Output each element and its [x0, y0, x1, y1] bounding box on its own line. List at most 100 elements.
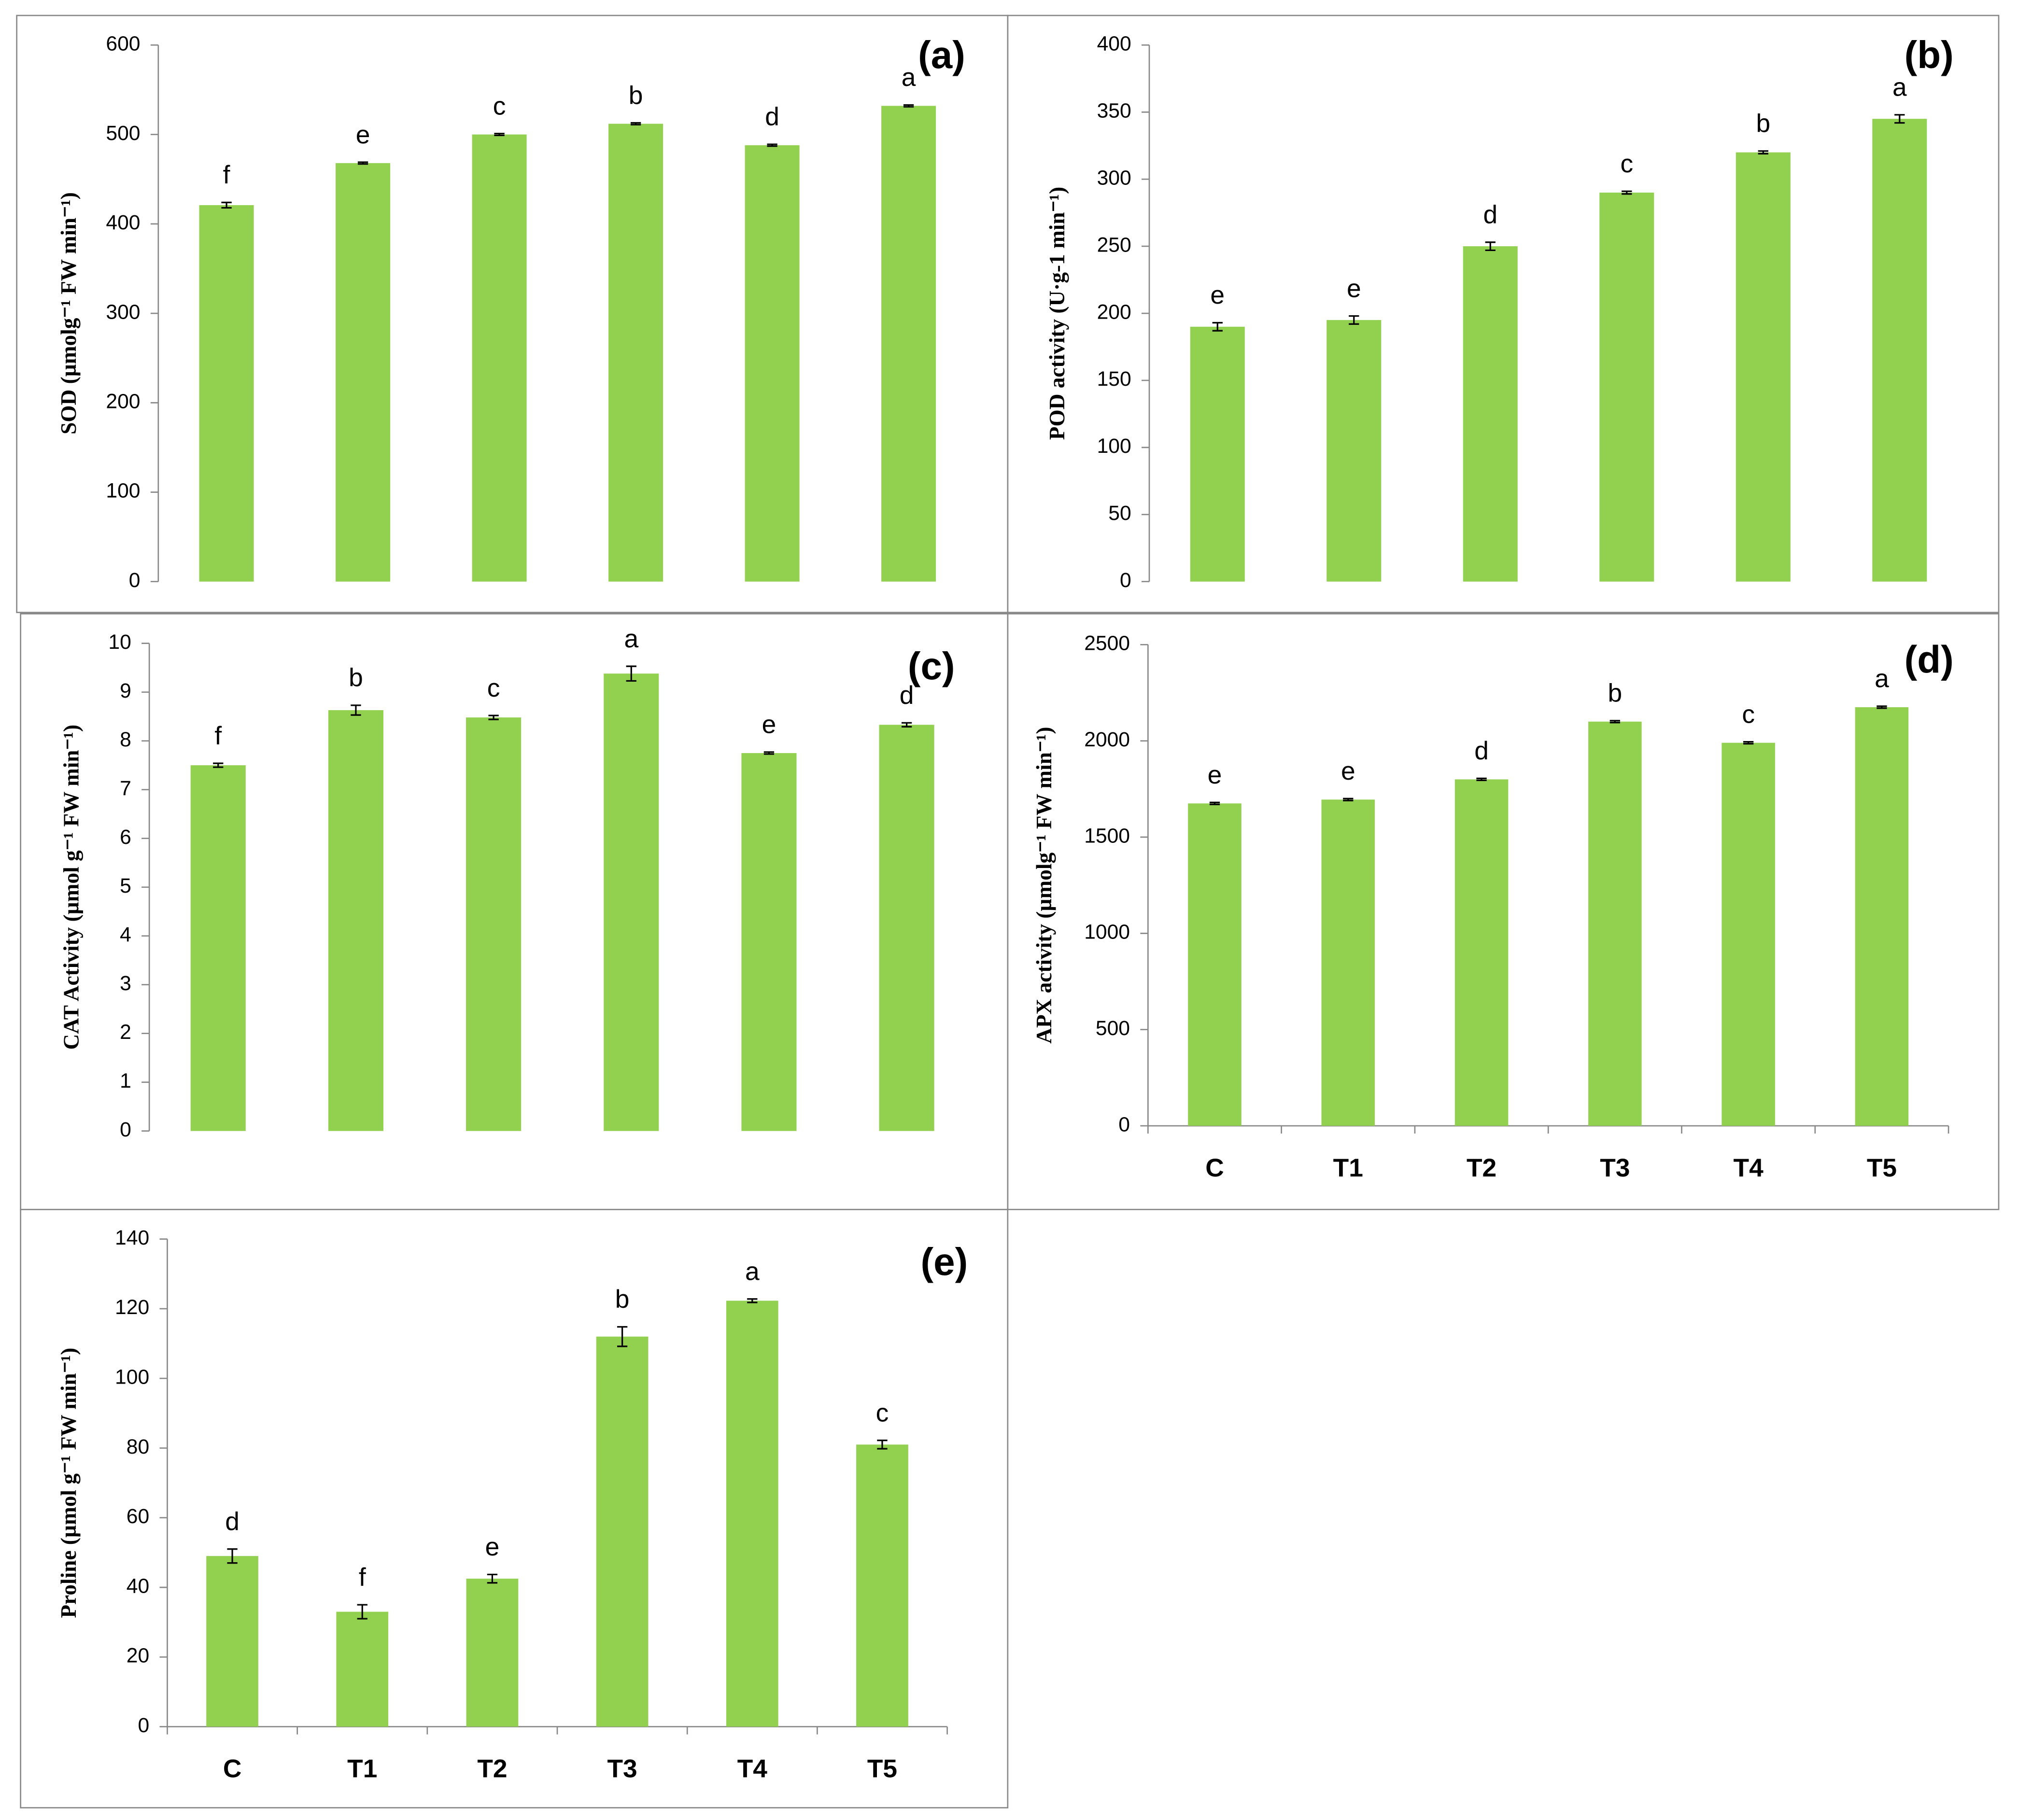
y-tick-label: 0 — [1120, 569, 1131, 592]
error-bar — [488, 714, 499, 720]
error-bar — [1485, 241, 1496, 252]
bar — [1588, 721, 1642, 1126]
y-tick-label: 7 — [120, 777, 131, 800]
y-tick-label: 500 — [106, 122, 140, 145]
significance-letter: a — [1892, 73, 1907, 102]
y-tick-label: 8 — [120, 728, 131, 751]
bar — [856, 1444, 908, 1727]
significance-letter: d — [1474, 737, 1489, 765]
y-tick-label: 350 — [1097, 99, 1131, 123]
significance-letter: a — [624, 625, 638, 653]
y-tick-label: 5 — [120, 874, 131, 897]
y-tick-label: 0 — [120, 1118, 131, 1141]
bar — [1190, 326, 1245, 582]
bar — [745, 145, 800, 582]
bar — [336, 163, 391, 582]
error-bar — [630, 122, 641, 126]
significance-letter: c — [1620, 150, 1633, 178]
bar — [596, 1336, 649, 1727]
bar — [199, 205, 254, 582]
error-bar — [1349, 315, 1359, 325]
y-tick-label: 400 — [1097, 32, 1131, 56]
y-tick-label: 40 — [127, 1574, 149, 1597]
panel-label: (e) — [921, 1240, 968, 1283]
error-bar — [1476, 777, 1487, 781]
bar — [1872, 119, 1927, 582]
bar — [1855, 707, 1909, 1126]
bar — [1722, 742, 1775, 1126]
error-bar — [1743, 741, 1754, 745]
y-tick-label: 4 — [120, 923, 131, 946]
bar — [1321, 799, 1375, 1126]
error-bar — [1609, 720, 1621, 724]
error-bar — [213, 762, 224, 768]
y-axis-label: POD activity (U·g-1 min⁻¹) — [1045, 187, 1069, 440]
panel-label: (a) — [918, 33, 965, 76]
bar — [472, 134, 527, 582]
significance-letter: e — [485, 1533, 500, 1561]
x-tick-label: T5 — [867, 1754, 897, 1783]
bar — [879, 725, 934, 1131]
bar — [1599, 192, 1654, 582]
y-tick-label: 100 — [1097, 434, 1131, 458]
significance-letter: b — [349, 664, 363, 692]
error-bar — [1209, 801, 1220, 805]
significance-letter: b — [1756, 110, 1770, 138]
y-tick-label: 250 — [1097, 233, 1131, 256]
significance-letter: b — [1608, 679, 1623, 708]
error-bar — [487, 1573, 498, 1584]
y-axis-label: Proline (µmol g⁻¹ FW min⁻¹) — [56, 1348, 81, 1618]
significance-letter: e — [762, 711, 776, 739]
x-tick-label: C — [1205, 1154, 1224, 1182]
y-tick-label: 100 — [115, 1365, 149, 1388]
bar — [1454, 779, 1509, 1126]
significance-letter: f — [223, 161, 230, 189]
error-bar — [357, 1604, 367, 1620]
y-tick-label: 200 — [1097, 300, 1131, 323]
x-tick-label: T3 — [1600, 1154, 1630, 1182]
panel-frame — [1007, 14, 2000, 614]
significance-letter: e — [1210, 281, 1225, 309]
significance-letter: c — [493, 92, 506, 120]
error-bar — [903, 104, 914, 108]
panel-frame — [20, 1208, 1009, 1808]
y-tick-label: 9 — [120, 679, 131, 702]
panel-label: (c) — [908, 644, 955, 687]
x-tick-label: T5 — [1867, 1154, 1897, 1182]
y-tick-label: 0 — [138, 1714, 149, 1737]
error-bar — [1758, 150, 1768, 154]
y-tick-label: 80 — [127, 1435, 149, 1458]
y-tick-label: 1500 — [1084, 824, 1130, 847]
bar — [604, 673, 659, 1131]
error-bar — [1877, 705, 1887, 709]
x-tick-label: T1 — [347, 1754, 377, 1783]
error-bar — [767, 143, 777, 147]
panel-label: (d) — [1905, 638, 1954, 681]
y-tick-label: 10 — [108, 630, 131, 654]
y-tick-label: 600 — [106, 32, 140, 56]
error-bar — [494, 133, 505, 137]
bar — [1736, 152, 1791, 582]
y-tick-label: 1000 — [1084, 921, 1130, 944]
significance-letter: d — [765, 103, 779, 131]
y-tick-label: 500 — [1096, 1017, 1130, 1040]
error-bar — [901, 722, 912, 728]
y-tick-label: 2000 — [1084, 728, 1130, 751]
significance-letter: f — [214, 722, 222, 750]
significance-letter: a — [902, 63, 916, 92]
significance-letter: c — [1742, 700, 1755, 728]
x-tick-label: T3 — [607, 1754, 637, 1783]
x-tick-label: T4 — [1734, 1154, 1764, 1182]
x-tick-label: T4 — [737, 1754, 768, 1783]
error-bar — [626, 665, 636, 682]
significance-letter: d — [1483, 201, 1497, 229]
error-bar — [357, 161, 368, 165]
panel-frame — [1007, 613, 2000, 1210]
y-tick-label: 300 — [1097, 166, 1131, 189]
y-axis-label: SOD (µmolg⁻¹ FW min⁻¹) — [56, 192, 81, 434]
error-bar — [1622, 190, 1632, 195]
y-tick-label: 300 — [106, 300, 140, 323]
x-tick-label: T2 — [477, 1754, 507, 1783]
panel-label: (b) — [1905, 33, 1954, 76]
